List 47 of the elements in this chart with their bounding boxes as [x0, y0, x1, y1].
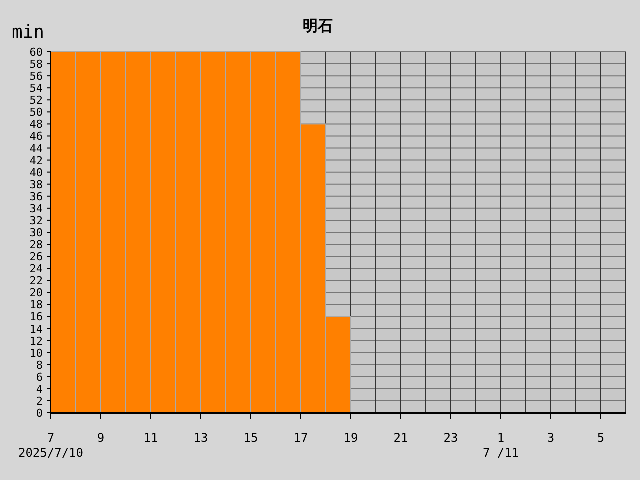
x-tick-label: 13	[194, 431, 208, 445]
x-tick-label: 15	[244, 431, 258, 445]
y-tick-label: 50	[30, 106, 43, 120]
y-tick-label: 4	[36, 382, 44, 396]
y-tick-label: 46	[30, 130, 43, 144]
y-tick-label: 54	[30, 82, 44, 96]
x-tick-label: 11	[144, 431, 158, 445]
y-tick-label: 40	[30, 166, 43, 180]
y-tick-label: 22	[30, 274, 43, 288]
y-tick-label: 44	[30, 142, 44, 156]
y-tick-label: 42	[30, 154, 43, 168]
chart-title: 明石	[303, 17, 333, 35]
y-tick-label: 16	[30, 310, 43, 324]
y-tick-label: 18	[30, 298, 43, 312]
x-tick-label: 17	[294, 431, 308, 445]
x-tick-label: 7	[47, 431, 55, 445]
x-tick-label: 5	[597, 431, 605, 445]
x-tick-label: 9	[97, 431, 105, 445]
y-tick-label: 14	[30, 322, 44, 336]
y-tick-label: 10	[30, 346, 43, 360]
text: 2025/7/10	[18, 446, 84, 460]
x-tick-label: 21	[394, 431, 408, 445]
y-tick-label: 20	[30, 286, 43, 300]
y-tick-label: 8	[36, 358, 43, 372]
y-tick-label: 24	[30, 262, 44, 276]
y-tick-label: 52	[30, 94, 43, 108]
y-tick-label: 30	[30, 226, 43, 240]
y-tick-label: 2	[36, 394, 43, 408]
y-tick-label: 6	[36, 370, 43, 384]
x-tick-label: 3	[547, 431, 555, 445]
y-axis-title: min	[12, 22, 45, 43]
y-tick-label: 28	[30, 238, 43, 252]
y-tick-label: 26	[30, 250, 43, 264]
y-tick-label: 32	[30, 214, 43, 228]
y-tick-label: 0	[36, 407, 43, 420]
y-tick-label: 48	[30, 118, 43, 132]
x-tick-label: 23	[444, 431, 458, 445]
y-tick-label: 34	[30, 202, 44, 216]
y-tick-label: 36	[30, 190, 43, 204]
y-tick-label: 60	[30, 46, 43, 59]
y-tick-label: 56	[30, 70, 43, 84]
y-tick-label: 38	[30, 178, 43, 192]
y-tick-label: 58	[30, 58, 43, 72]
text: 7 /11	[482, 446, 520, 460]
x-tick-label: 1	[497, 431, 505, 445]
y-tick-label: 12	[30, 334, 43, 348]
x-tick-label: 19	[344, 431, 358, 445]
